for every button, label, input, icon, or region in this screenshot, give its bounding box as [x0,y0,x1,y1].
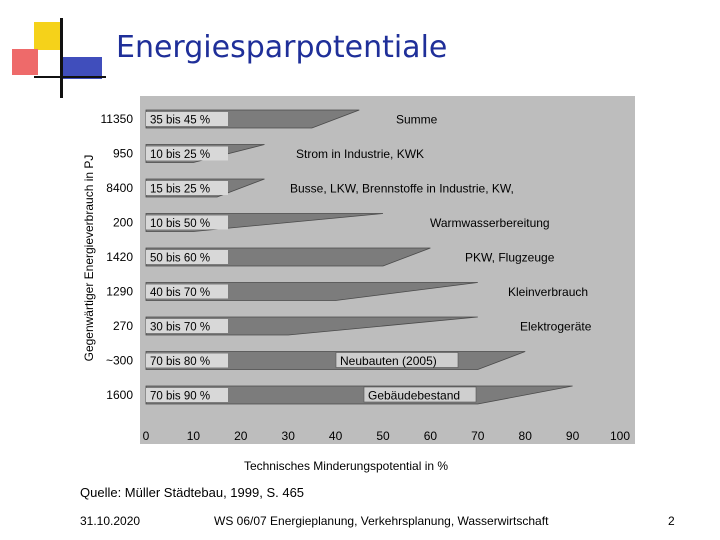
deco-yellow-square [34,22,62,50]
range-label: 70 bis 80 % [150,356,210,368]
category-label: PKW, Flugzeuge [465,251,555,265]
category-label: Busse, LKW, Brennstoffe in Industrie, KW… [290,182,514,196]
name-label-box [363,386,477,403]
x-tick-label: 100 [610,429,630,443]
consumption-label: ~300 [106,354,133,368]
range-label-box [146,319,228,333]
consumption-label: 1420 [106,250,133,264]
consumption-label: 1290 [106,285,133,299]
x-tick-label: 10 [187,429,201,443]
x-tick-label: 50 [376,429,390,443]
deco-horizontal-line [34,76,106,78]
range-label: 10 bis 25 % [150,149,210,161]
category-label: Warmwasserbereitung [430,216,550,230]
footer-date: 31.10.2020 [80,514,141,528]
x-tick-label: 0 [143,429,150,443]
x-tick-label: 60 [424,429,438,443]
category-label: Summe [396,113,438,127]
deco-red-square [12,49,38,75]
range-label-box [146,388,228,402]
x-tick-label: 30 [282,429,296,443]
x-tick-label: 80 [519,429,533,443]
category-label: Strom in Industrie, KWK [296,147,424,161]
page-number: 2 [668,514,675,528]
name-label-box [335,352,459,368]
range-label-box [146,112,228,126]
range-label-box [146,215,228,230]
category-label: Kleinverbrauch [508,285,588,299]
range-label-box [146,250,228,264]
deco-vertical-line [60,18,63,98]
y-axis-label: Gegenwärtiger Energieverbrauch in PJ [82,155,96,362]
range-label: 70 bis 90 % [150,391,210,403]
category-label: Gebäudebestand [368,389,460,403]
range-label: 35 bis 45 % [150,115,210,127]
source-note: Quelle: Müller Städtebau, 1999, S. 465 [80,485,305,500]
category-label: Elektrogeräte [520,320,592,334]
range-label: 50 bis 60 % [150,253,210,265]
consumption-label: 950 [113,147,133,161]
range-label: 15 bis 25 % [150,184,210,196]
range-label-box [146,353,228,368]
deco-blue-square [62,57,102,79]
consumption-label: 270 [113,319,133,333]
range-label: 30 bis 70 % [150,322,210,334]
x-tick-label: 40 [329,429,343,443]
x-tick-label: 70 [471,429,485,443]
consumption-label: 1600 [106,388,133,402]
footer-center-text: WS 06/07 Energieplanung, Verkehrsplanung… [214,514,549,528]
consumption-label: 8400 [106,181,133,195]
range-label: 40 bis 70 % [150,287,210,299]
consumption-label: 200 [113,216,133,230]
consumption-label: 11350 [101,112,134,126]
range-label-box [146,181,228,195]
range-label-box [146,284,228,299]
slide-title: Energiesparpotentiale [116,30,448,65]
category-label: Neubauten (2005) [340,354,437,368]
x-axis-label: Technisches Minderungspotential in % [244,459,448,473]
range-label: 10 bis 50 % [150,218,210,230]
x-tick-label: 20 [234,429,248,443]
x-tick-label: 90 [566,429,580,443]
range-label-box [146,146,228,161]
